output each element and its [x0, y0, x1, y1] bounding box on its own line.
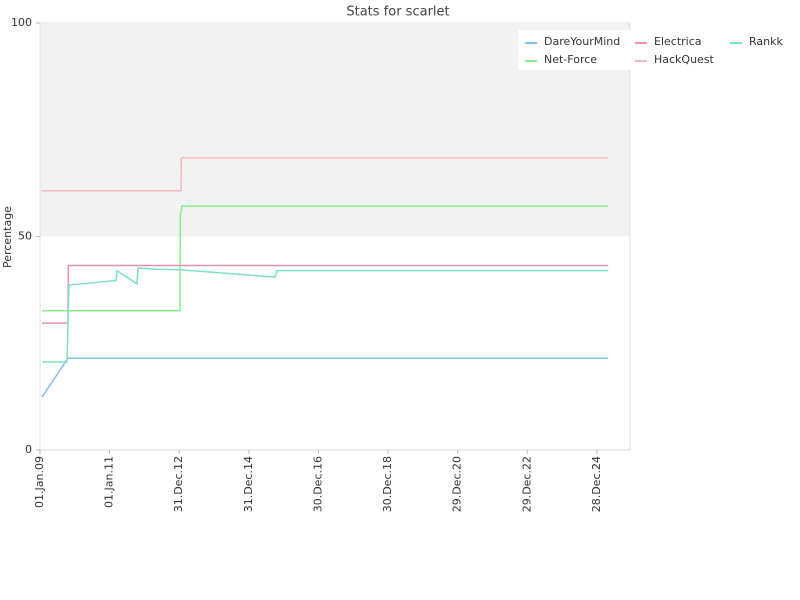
- legend-label: HackQuest: [654, 53, 715, 66]
- legend-label: DareYourMind: [544, 35, 620, 48]
- series-line: [42, 157, 609, 192]
- x-tick-label: 30.Dec.16: [311, 456, 324, 512]
- x-tick-label: 31.Dec.14: [242, 456, 255, 512]
- x-tick-label: 30.Dec.18: [381, 456, 394, 512]
- series-line: [41, 357, 609, 398]
- y-axis-label: Percentage: [1, 206, 14, 268]
- legend-label: Rankk: [749, 35, 783, 48]
- x-tick-label: 29.Dec.20: [451, 456, 464, 512]
- series-line: [42, 205, 609, 312]
- series-line: [42, 267, 609, 363]
- y-tick-label: 0: [25, 443, 32, 456]
- y-tick-label: 50: [18, 230, 32, 243]
- x-tick-label: 29.Dec.22: [520, 456, 533, 512]
- x-tick-label: 31.Dec.12: [172, 456, 185, 512]
- x-tick-label: 28.Dec.24: [590, 456, 603, 512]
- y-tick-label: 100: [11, 16, 32, 29]
- legend-label: Net-Force: [544, 53, 597, 66]
- legend-label: Electrica: [654, 35, 702, 48]
- x-tick-label: 01.Jan.11: [103, 456, 116, 508]
- x-tick-label: 01.Jan.09: [33, 456, 46, 508]
- legend-box: [518, 30, 790, 70]
- chart-title: Stats for scarlet: [346, 5, 449, 20]
